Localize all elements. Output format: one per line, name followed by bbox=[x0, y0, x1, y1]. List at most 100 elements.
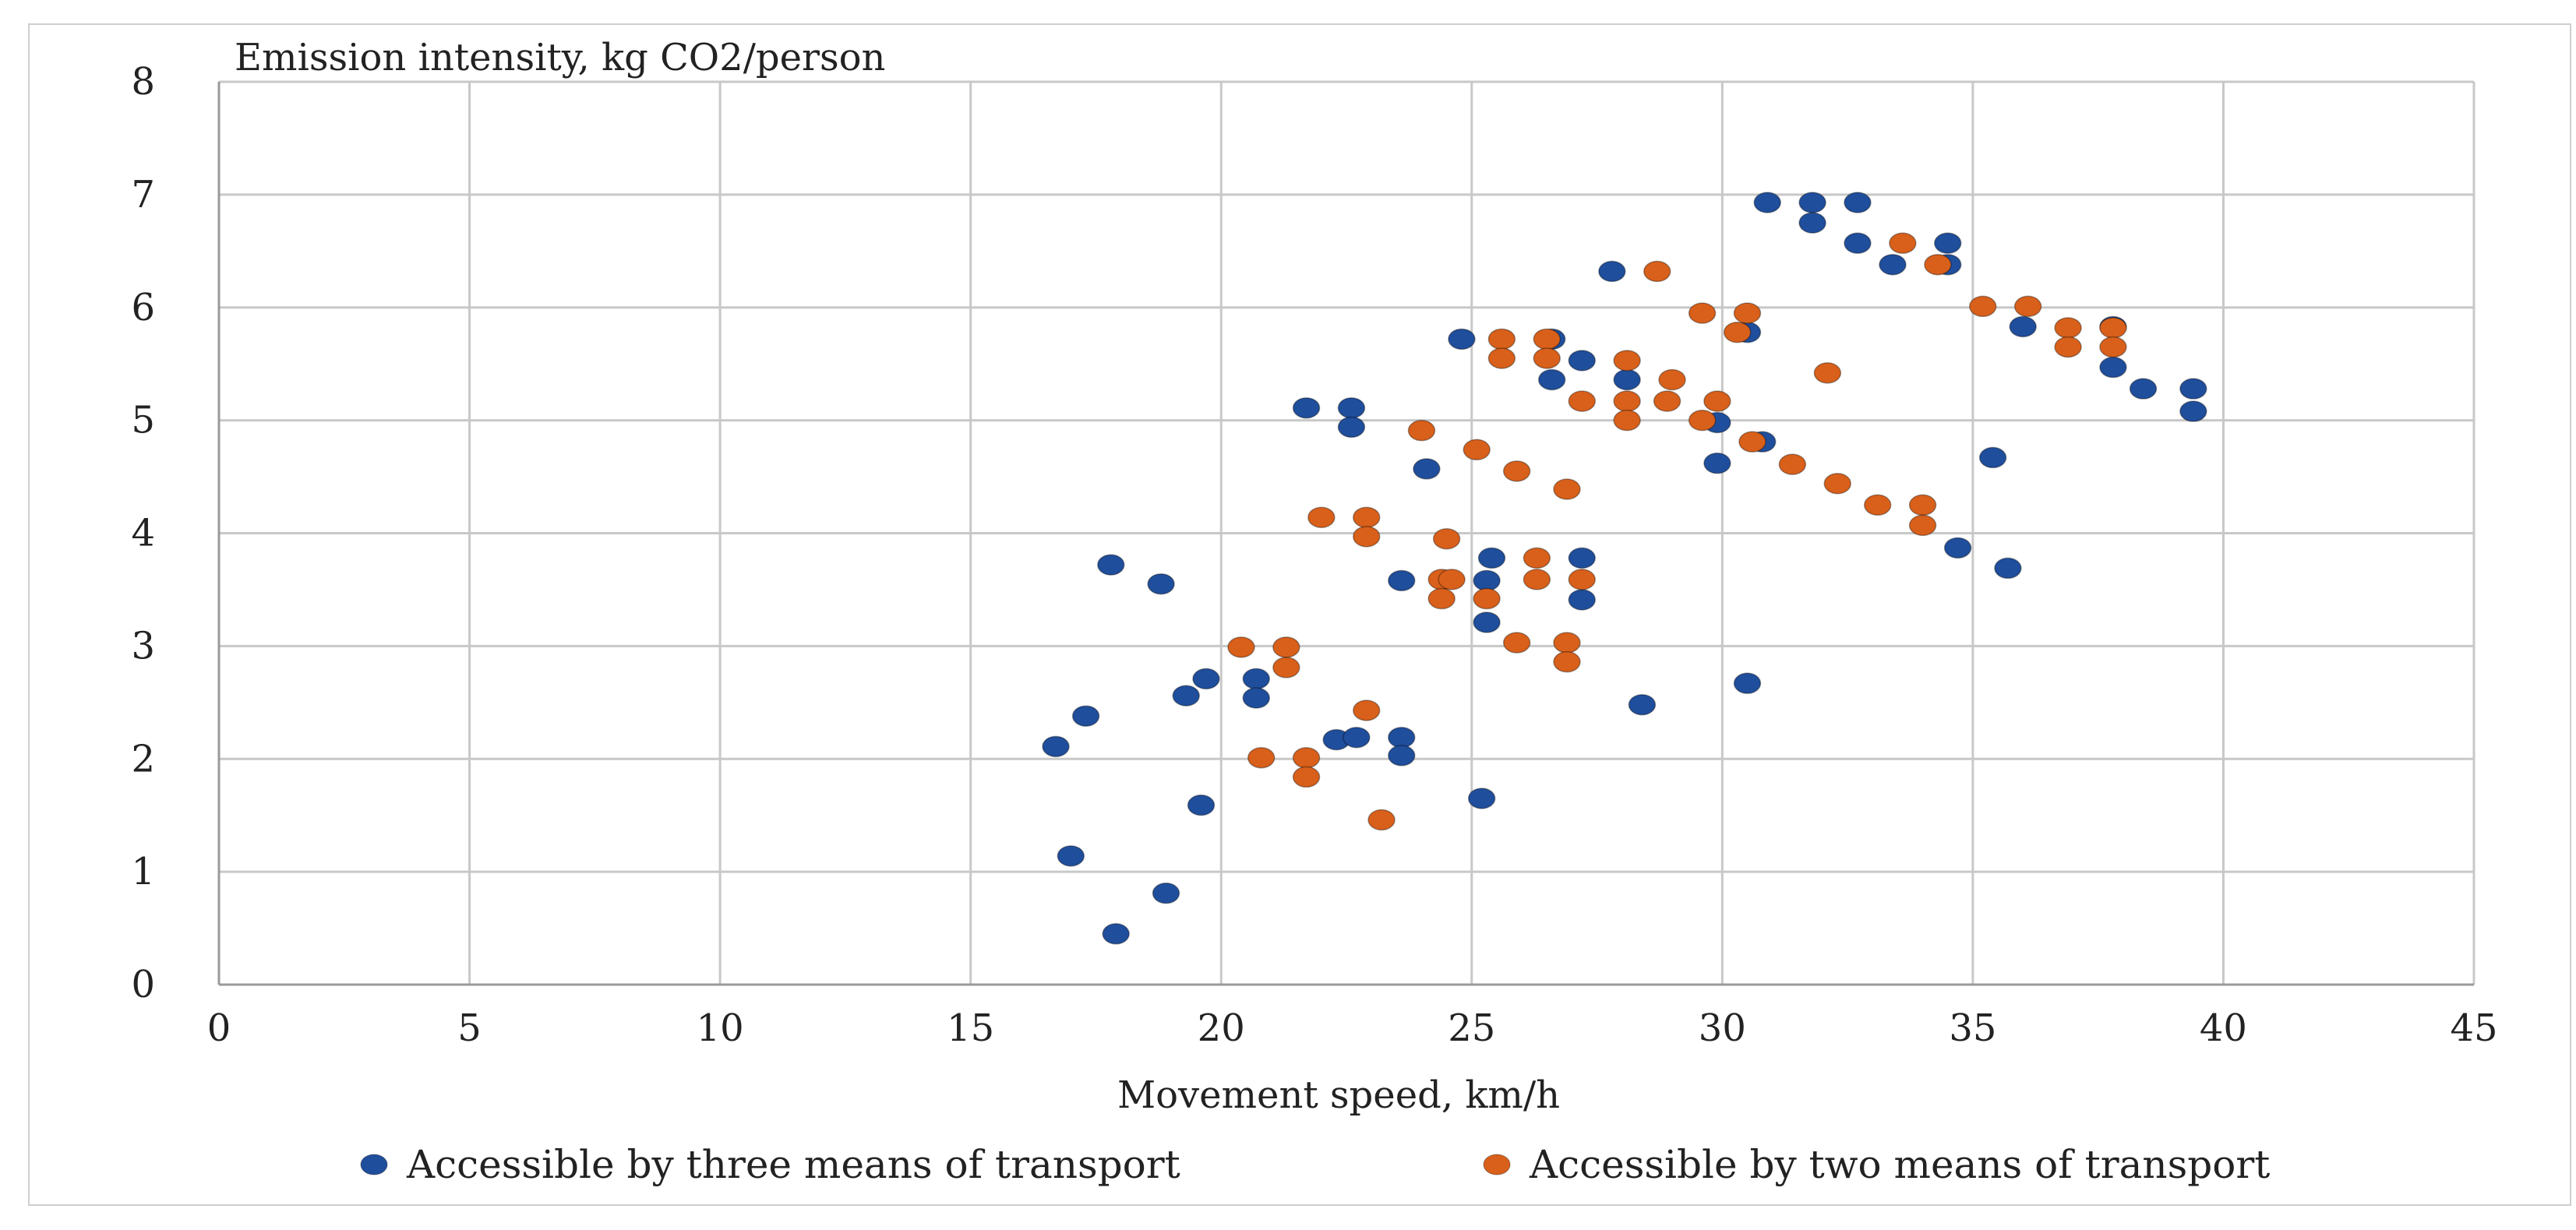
data-point bbox=[1413, 458, 1441, 480]
x-axis-title: Movement speed, km/h bbox=[1117, 1073, 1560, 1117]
data-point bbox=[1427, 587, 1456, 610]
data-point bbox=[1432, 527, 1461, 550]
x-tick-label: 30 bbox=[1699, 1006, 1746, 1050]
legend-marker-three-means bbox=[360, 1154, 388, 1175]
x-tick-label: 15 bbox=[947, 1006, 994, 1050]
data-point bbox=[1879, 253, 1907, 276]
x-tick-label: 5 bbox=[457, 1006, 482, 1050]
x-tick-labels: 0 5 10 15 20 25 30 35 40 45 bbox=[207, 1006, 2498, 1050]
data-point bbox=[1071, 705, 1100, 727]
data-point bbox=[1537, 368, 1566, 391]
data-point bbox=[1738, 431, 1766, 453]
y-tick-labels: 0 1 2 3 4 5 6 7 8 bbox=[131, 60, 155, 1006]
data-point bbox=[1613, 390, 1641, 412]
y-tick-label: 7 bbox=[131, 173, 155, 217]
data-point bbox=[1343, 726, 1371, 749]
data-point bbox=[1387, 726, 1416, 749]
data-point bbox=[1473, 587, 1501, 610]
data-point bbox=[1613, 368, 1641, 391]
data-point bbox=[2099, 356, 2127, 379]
data-point bbox=[1723, 321, 1752, 344]
data-point bbox=[1463, 439, 1491, 461]
data-point bbox=[1688, 302, 1717, 324]
data-point bbox=[1628, 693, 1657, 716]
data-point bbox=[1653, 390, 1681, 412]
x-tick-label: 20 bbox=[1198, 1006, 1245, 1050]
data-point bbox=[1352, 526, 1381, 548]
series-1 bbox=[1227, 232, 2127, 831]
data-point bbox=[1337, 416, 1366, 439]
data-point bbox=[2013, 295, 2042, 318]
data-point bbox=[1272, 636, 1300, 658]
data-point bbox=[1568, 390, 1597, 412]
data-point bbox=[1352, 700, 1381, 721]
data-point bbox=[1778, 453, 1807, 475]
data-point bbox=[1924, 253, 1952, 276]
data-point bbox=[2179, 378, 2207, 400]
x-tick-label: 0 bbox=[207, 1006, 231, 1050]
y-axis-title: Emission intensity, kg CO2/person bbox=[235, 36, 885, 79]
data-point bbox=[1613, 409, 1641, 432]
data-point bbox=[1844, 232, 1872, 254]
data-point bbox=[2099, 317, 2127, 339]
data-point bbox=[2054, 317, 2082, 339]
data-point bbox=[1407, 419, 1436, 442]
data-point bbox=[1337, 396, 1366, 419]
legend: Accessible by three means of transport A… bbox=[360, 1142, 2270, 1187]
data-point bbox=[1568, 569, 1597, 590]
data-point bbox=[1367, 809, 1396, 831]
data-point bbox=[1553, 632, 1581, 654]
data-point bbox=[1598, 260, 1626, 283]
data-point bbox=[1242, 668, 1270, 690]
axes bbox=[217, 82, 2474, 986]
data-point bbox=[2129, 378, 2158, 400]
data-point bbox=[1994, 557, 2022, 580]
data-point bbox=[1568, 350, 1597, 372]
y-tick-label: 0 bbox=[131, 963, 155, 1006]
data-point bbox=[1272, 657, 1300, 678]
data-point bbox=[1553, 650, 1581, 673]
legend-label-two-means: Accessible by two means of transport bbox=[1529, 1142, 2270, 1187]
data-point bbox=[1863, 494, 1892, 516]
legend-label-three-means: Accessible by three means of transport bbox=[406, 1142, 1180, 1187]
data-point bbox=[1844, 192, 1872, 213]
data-point bbox=[2179, 400, 2207, 422]
data-point bbox=[1227, 636, 1255, 658]
data-point bbox=[1688, 409, 1717, 432]
data-point bbox=[1387, 745, 1416, 767]
data-point bbox=[1733, 672, 1762, 694]
data-point bbox=[1242, 687, 1270, 709]
data-point bbox=[1438, 569, 1466, 590]
data-point bbox=[2099, 336, 2127, 358]
x-tick-label: 35 bbox=[1949, 1006, 1996, 1050]
data-point bbox=[1448, 328, 1476, 351]
data-point bbox=[1813, 362, 1842, 384]
data-point bbox=[1703, 452, 1731, 474]
data-point bbox=[1292, 766, 1321, 788]
data-point bbox=[1908, 514, 1937, 537]
data-point bbox=[1943, 537, 1972, 559]
data-point bbox=[2009, 315, 2037, 338]
data-point bbox=[1147, 573, 1175, 595]
data-point bbox=[1487, 328, 1516, 351]
y-tick-label: 4 bbox=[131, 512, 155, 555]
data-point bbox=[1387, 569, 1416, 592]
data-point bbox=[1172, 685, 1200, 707]
data-point bbox=[1889, 232, 1917, 254]
y-tick-label: 1 bbox=[131, 850, 155, 893]
series-0 bbox=[1042, 192, 2207, 945]
y-tick-label: 3 bbox=[131, 624, 155, 668]
data-point bbox=[1568, 547, 1597, 569]
data-point bbox=[1933, 232, 1962, 254]
data-point bbox=[1352, 506, 1381, 528]
data-point bbox=[1823, 473, 1851, 495]
data-point bbox=[1553, 478, 1581, 500]
data-point bbox=[1703, 390, 1731, 412]
y-tick-label: 6 bbox=[131, 286, 155, 330]
y-tick-label: 2 bbox=[131, 737, 155, 781]
data-point bbox=[1798, 192, 1826, 213]
data-point bbox=[1307, 506, 1336, 528]
data-point bbox=[1613, 350, 1641, 372]
data-point bbox=[1487, 347, 1516, 369]
